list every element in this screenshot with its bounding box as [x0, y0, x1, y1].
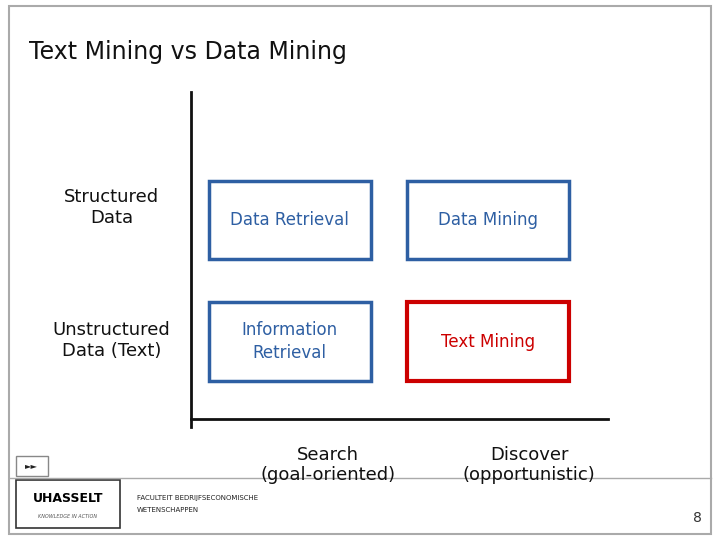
- FancyBboxPatch shape: [209, 181, 371, 259]
- Text: Structured
Data: Structured Data: [64, 188, 159, 227]
- Text: Text Mining vs Data Mining: Text Mining vs Data Mining: [29, 40, 346, 64]
- Text: Data Mining: Data Mining: [438, 211, 538, 229]
- FancyBboxPatch shape: [16, 480, 120, 528]
- FancyBboxPatch shape: [9, 6, 711, 534]
- Text: Text Mining: Text Mining: [441, 333, 535, 350]
- Text: Information
Retrieval: Information Retrieval: [242, 321, 338, 362]
- Text: Search
(goal-oriented): Search (goal-oriented): [260, 446, 395, 484]
- Text: UHASSELT: UHASSELT: [32, 492, 103, 505]
- FancyBboxPatch shape: [16, 456, 48, 476]
- Text: ►►: ►►: [25, 462, 38, 470]
- Text: Unstructured
Data (Text): Unstructured Data (Text): [53, 321, 171, 360]
- Text: Data Retrieval: Data Retrieval: [230, 211, 349, 229]
- FancyBboxPatch shape: [209, 302, 371, 381]
- FancyBboxPatch shape: [407, 181, 569, 259]
- FancyBboxPatch shape: [407, 302, 569, 381]
- Text: WETENSCHAPPEN: WETENSCHAPPEN: [137, 507, 199, 514]
- Text: Discover
(opportunistic): Discover (opportunistic): [463, 446, 595, 484]
- Text: 8: 8: [693, 511, 702, 525]
- Text: FACULTEIT BEDRIJFSECONOMISCHE: FACULTEIT BEDRIJFSECONOMISCHE: [137, 495, 258, 501]
- Text: KNOWLEDGE IN ACTION: KNOWLEDGE IN ACTION: [38, 514, 97, 519]
